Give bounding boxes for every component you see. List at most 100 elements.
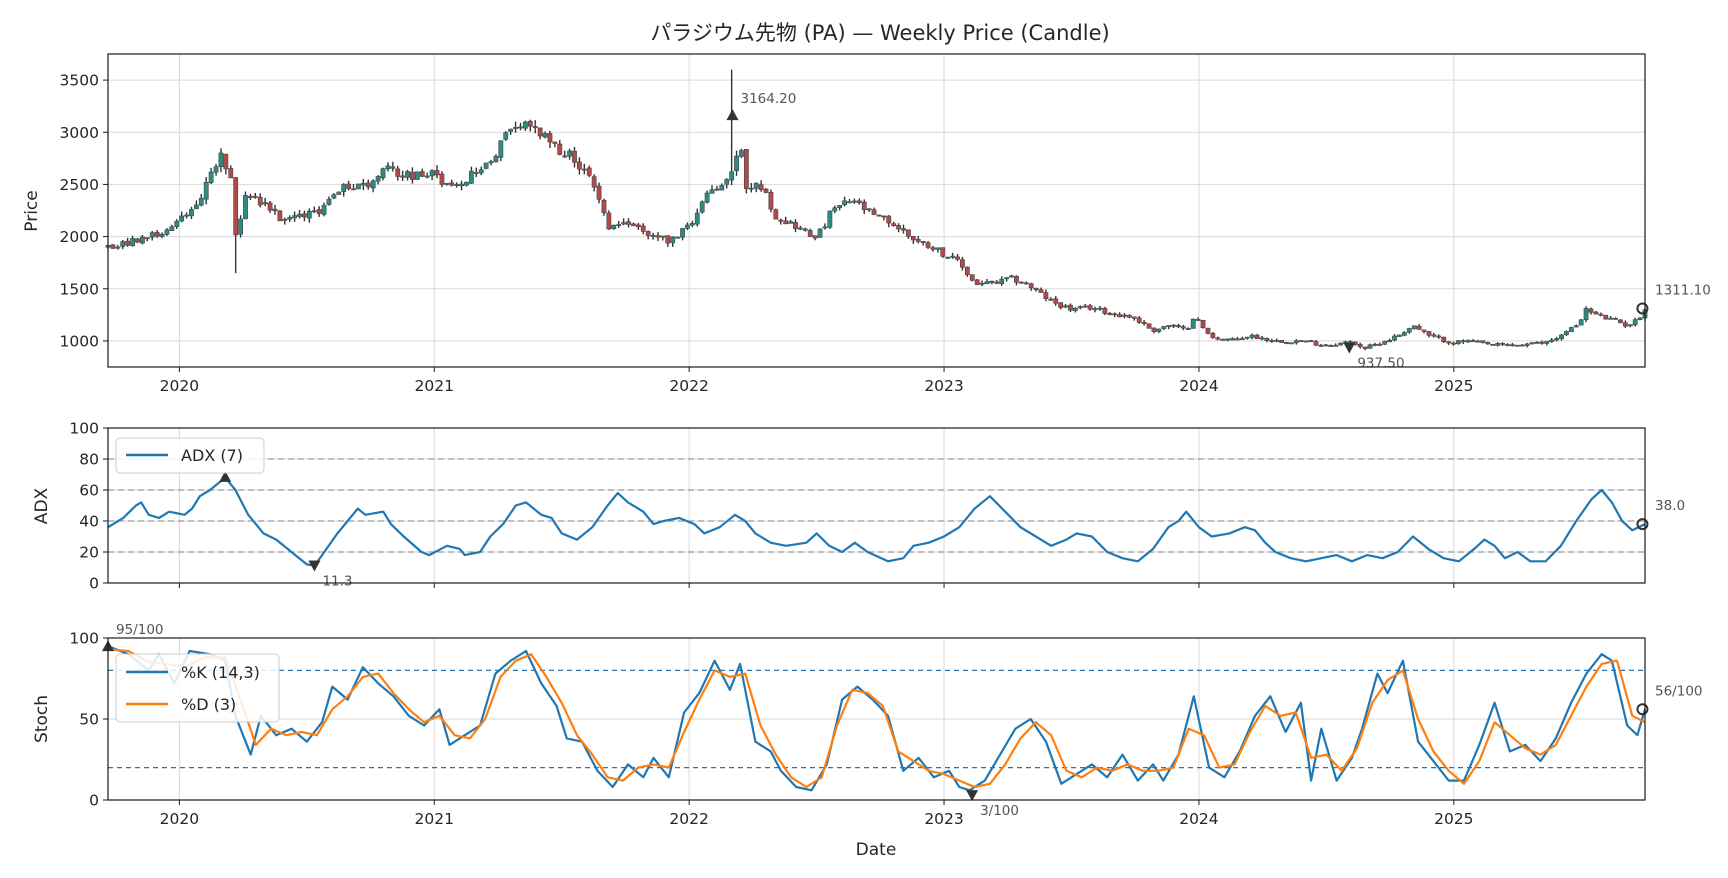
candle-body bbox=[1122, 314, 1127, 317]
stoch-min-marker bbox=[966, 790, 979, 802]
candle-body bbox=[748, 187, 754, 190]
candle-body bbox=[1573, 325, 1579, 328]
candle-body bbox=[910, 236, 916, 241]
candle-body bbox=[252, 195, 258, 198]
candle-body bbox=[1470, 340, 1476, 343]
candle-body bbox=[1126, 314, 1132, 318]
candle-body bbox=[1608, 317, 1614, 320]
candle-body bbox=[1495, 343, 1501, 346]
candle-body bbox=[1514, 344, 1520, 347]
candle-body bbox=[139, 236, 145, 244]
stoch-y-ticks: 0 50 100 bbox=[69, 630, 108, 810]
candle-body bbox=[213, 166, 219, 173]
candle-body bbox=[1510, 344, 1515, 347]
candle-body bbox=[1009, 275, 1014, 278]
candle-body bbox=[233, 177, 239, 236]
candle-body bbox=[115, 246, 121, 249]
candle-body bbox=[208, 171, 214, 183]
price-xtick-label: 2021 bbox=[415, 377, 454, 395]
candle-body bbox=[238, 218, 243, 235]
candle-body bbox=[434, 170, 440, 176]
candle-body bbox=[842, 200, 847, 205]
candle-body bbox=[1166, 325, 1172, 328]
candle-body bbox=[950, 255, 956, 258]
candle-body bbox=[1112, 313, 1118, 316]
candle-body bbox=[262, 202, 268, 205]
adx-series-line-0 bbox=[107, 476, 1646, 567]
candle-body bbox=[915, 239, 921, 242]
candle-body bbox=[871, 209, 877, 215]
adx-reference-lines bbox=[108, 458, 1645, 553]
candle-body bbox=[1578, 319, 1584, 326]
candle-body bbox=[503, 132, 509, 140]
candle-body bbox=[562, 155, 568, 158]
candle-body bbox=[1519, 344, 1525, 347]
candle-body bbox=[1416, 325, 1422, 330]
candle-body bbox=[788, 221, 793, 224]
candle-body bbox=[945, 256, 951, 259]
candle-body bbox=[198, 197, 204, 206]
candle-body bbox=[577, 161, 582, 170]
candle-body bbox=[228, 168, 234, 179]
candle-body bbox=[861, 201, 867, 211]
stoch-frame bbox=[107, 637, 1646, 801]
candle-body bbox=[1485, 342, 1491, 345]
candle-body bbox=[802, 228, 808, 231]
candle-body bbox=[1210, 333, 1216, 338]
adx-legend-label: ADX (7) bbox=[181, 446, 243, 465]
candle-body bbox=[955, 256, 960, 260]
candle-body bbox=[449, 182, 455, 186]
candle-body bbox=[1176, 325, 1181, 328]
candle-body bbox=[292, 215, 298, 219]
price-xtick-label: 2020 bbox=[160, 377, 199, 395]
stoch-xtick-label: 2022 bbox=[669, 810, 708, 828]
adx-last-marker bbox=[1636, 518, 1649, 531]
adx-y-label: ADX bbox=[32, 487, 52, 524]
stoch-series-line-0 bbox=[107, 645, 1647, 792]
candle-body bbox=[650, 234, 656, 237]
candle-body bbox=[822, 226, 828, 229]
candle-body bbox=[611, 224, 617, 230]
candle-body bbox=[1308, 340, 1314, 343]
candle-body bbox=[665, 235, 671, 244]
adx-x-ticks bbox=[178, 583, 1455, 588]
candle-body bbox=[694, 212, 700, 225]
candle-body bbox=[1431, 334, 1437, 337]
candle-body bbox=[896, 224, 901, 230]
candle-body bbox=[768, 191, 774, 210]
candle-body bbox=[626, 221, 631, 225]
candle-body bbox=[547, 133, 553, 143]
candle-body bbox=[660, 235, 666, 238]
candle-body bbox=[1313, 341, 1319, 346]
candle-body bbox=[891, 223, 897, 227]
candle-body bbox=[994, 281, 1000, 284]
stoch-legend-label-d: %D (3) bbox=[181, 695, 236, 714]
candle-body bbox=[189, 209, 194, 217]
candle-body bbox=[1568, 327, 1574, 333]
candle-body bbox=[159, 233, 165, 238]
candle-body bbox=[680, 228, 685, 238]
candle-body bbox=[601, 199, 607, 214]
adx-last-label: 38.0 bbox=[1655, 498, 1685, 514]
candle-body bbox=[1539, 341, 1545, 344]
candle-body bbox=[1097, 307, 1103, 310]
candle-body bbox=[743, 149, 749, 190]
candle-body bbox=[778, 219, 784, 222]
price-max-label: 3164.20 bbox=[740, 91, 796, 107]
candle-body bbox=[827, 210, 833, 228]
candle-body bbox=[1264, 338, 1270, 341]
candle-body bbox=[920, 241, 926, 243]
candle-body bbox=[1077, 306, 1083, 309]
candle-body bbox=[360, 183, 366, 186]
price-min-label: 937.50 bbox=[1357, 355, 1404, 371]
candle-body bbox=[635, 224, 641, 228]
candle-body bbox=[886, 215, 892, 224]
price-y-ticks: 1000 1500 2000 2500 3000 3500 bbox=[60, 72, 108, 350]
candle-body bbox=[901, 228, 906, 231]
candle-body bbox=[1254, 334, 1260, 339]
candle-body bbox=[1171, 324, 1176, 327]
candle-body bbox=[478, 169, 484, 174]
candle-body bbox=[866, 208, 872, 211]
price-xtick-label: 2022 bbox=[669, 377, 708, 395]
